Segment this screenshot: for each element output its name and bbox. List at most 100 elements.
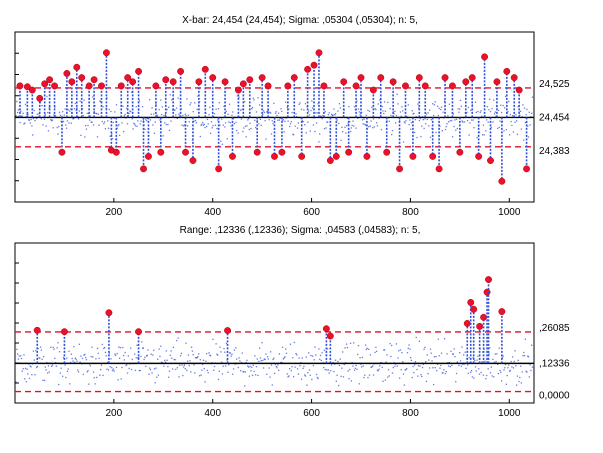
xbar-out-of-control-point xyxy=(264,82,272,118)
range-x-tick-label: 400 xyxy=(204,408,221,419)
xbar-out-of-control-point xyxy=(36,94,44,118)
xbar-out-of-control-point xyxy=(157,117,165,156)
xbar-out-of-control-point xyxy=(169,78,177,118)
range-x-tick-label: 1000 xyxy=(498,408,521,419)
xbar-x-tick-label: 800 xyxy=(402,207,419,218)
xbar-out-of-control-point xyxy=(246,76,254,118)
xbar-x-tick-label: 600 xyxy=(303,207,320,218)
xbar-out-of-control-point xyxy=(51,82,58,118)
xbar-out-of-control-point xyxy=(298,117,306,160)
range-center-label: ,12336 xyxy=(539,358,570,369)
xbar-out-of-control-point xyxy=(326,117,334,164)
xbar-out-of-control-point xyxy=(124,74,132,118)
xbar-out-of-control-point xyxy=(258,74,266,118)
range-out-of-control-point xyxy=(322,325,330,364)
range-chart: 200 400 600 800 1000 ,26085 ,12336 0,0000 xyxy=(14,242,570,419)
xbar-out-of-control-point xyxy=(182,117,189,156)
xbar-out-of-control-point xyxy=(345,117,353,156)
xbar-out-of-control-point xyxy=(58,117,66,156)
xbar-out-of-control-point xyxy=(304,65,312,118)
xbar-out-of-control-point xyxy=(90,76,98,118)
xbar-ucl-label: 24,525 xyxy=(539,79,570,90)
xbar-out-of-control-point xyxy=(409,117,417,160)
xbar-out-of-control-point xyxy=(448,82,456,118)
xbar-out-of-control-point xyxy=(201,65,209,118)
xbar-out-of-control-point xyxy=(239,80,247,118)
xbar-out-of-control-point xyxy=(421,82,429,118)
xbar-out-of-control-point xyxy=(102,49,110,118)
xbar-out-of-control-point xyxy=(456,117,464,156)
xbar-out-of-control-point xyxy=(98,82,105,118)
xbar-out-of-control-point xyxy=(363,117,371,160)
xbar-out-of-control-point xyxy=(221,78,229,118)
xbar-lcl-label: 24,383 xyxy=(539,146,570,157)
range-out-of-control-point xyxy=(60,328,68,364)
xbar-out-of-control-point xyxy=(195,78,203,118)
xbar-out-of-control-point xyxy=(78,74,86,118)
range-out-of-control-point xyxy=(33,326,41,364)
xbar-chart-title: X-bar: 24,454 (24,454); Sigma: ,05304 (,… xyxy=(182,15,418,26)
range-out-of-control-point xyxy=(224,327,231,364)
xbar-out-of-control-point xyxy=(332,117,340,160)
xbar-out-of-control-point xyxy=(389,78,397,118)
xbar-out-of-control-point xyxy=(510,74,518,118)
xbar-out-of-control-point xyxy=(23,83,31,118)
range-x-tick-label: 200 xyxy=(106,408,123,419)
range-ucl-label: ,26085 xyxy=(539,323,570,334)
xbar-out-of-control-point xyxy=(41,80,49,118)
xbar-out-of-control-point xyxy=(16,82,24,118)
xbar-out-of-control-point xyxy=(253,117,261,156)
xbar-out-of-control-point xyxy=(85,82,93,118)
xbar-out-of-control-point xyxy=(278,117,286,156)
xbar-out-of-control-point xyxy=(112,117,120,156)
xbar-out-of-control-point xyxy=(209,74,217,118)
xbar-out-of-control-point xyxy=(162,76,170,118)
range-out-of-control-point xyxy=(326,332,334,364)
range-out-of-control-point xyxy=(483,288,491,364)
xbar-out-of-control-point xyxy=(415,74,423,118)
xbar-out-of-control-point xyxy=(357,74,365,118)
range-x-tick-label: 600 xyxy=(303,408,320,419)
xbar-out-of-control-point xyxy=(435,117,443,173)
xbar-out-of-control-point xyxy=(117,82,125,118)
xbar-x-tick-label: 1000 xyxy=(498,207,521,218)
xbar-out-of-control-point xyxy=(140,117,147,173)
xbar-out-of-control-point xyxy=(189,117,197,164)
xbar-out-of-control-point xyxy=(28,86,36,118)
xbar-out-of-control-point xyxy=(234,86,242,118)
xbar-out-of-control-point xyxy=(429,117,437,160)
range-out-of-control-point xyxy=(463,320,471,364)
xbar-out-of-control-point xyxy=(290,74,298,118)
xbar-out-of-control-point xyxy=(383,117,391,156)
xbar-out-of-control-point xyxy=(493,78,501,118)
xbar-out-of-control-point xyxy=(284,82,292,118)
xbar-out-of-control-point xyxy=(468,74,476,118)
xbar-out-of-control-point xyxy=(73,63,81,118)
xbar-out-of-control-point xyxy=(369,86,377,118)
xbar-out-of-control-point xyxy=(215,117,223,173)
xbar-out-of-control-point xyxy=(145,117,152,160)
xbar-out-of-control-point xyxy=(177,67,185,118)
xbar-out-of-control-point xyxy=(229,117,236,160)
xbar-out-of-control-point xyxy=(63,70,71,118)
xbar-out-of-control-point xyxy=(377,74,385,118)
xbar-out-of-control-point xyxy=(487,117,494,164)
xbar-out-of-control-point xyxy=(310,61,318,118)
xbar-out-of-control-point xyxy=(352,82,360,118)
xbar-out-of-control-point xyxy=(340,78,348,118)
xbar-out-of-control-point xyxy=(475,117,483,160)
range-out-of-control-point xyxy=(105,309,113,364)
range-lcl-label: 0,0000 xyxy=(539,391,570,402)
xbar-out-of-control-point xyxy=(498,117,506,185)
xbar-out-of-control-point xyxy=(481,53,489,118)
xbar-out-of-control-point xyxy=(129,78,137,118)
range-out-of-control-point xyxy=(135,328,143,364)
xbar-out-of-control-point xyxy=(523,117,531,173)
xbar-out-of-control-point xyxy=(402,82,409,118)
xbar-out-of-control-point xyxy=(315,49,323,118)
xbar-x-tick-label: 400 xyxy=(204,207,221,218)
xbar-out-of-control-point xyxy=(68,78,76,118)
xbar-out-of-control-point xyxy=(271,117,278,160)
xbar-out-of-control-point xyxy=(515,86,523,118)
